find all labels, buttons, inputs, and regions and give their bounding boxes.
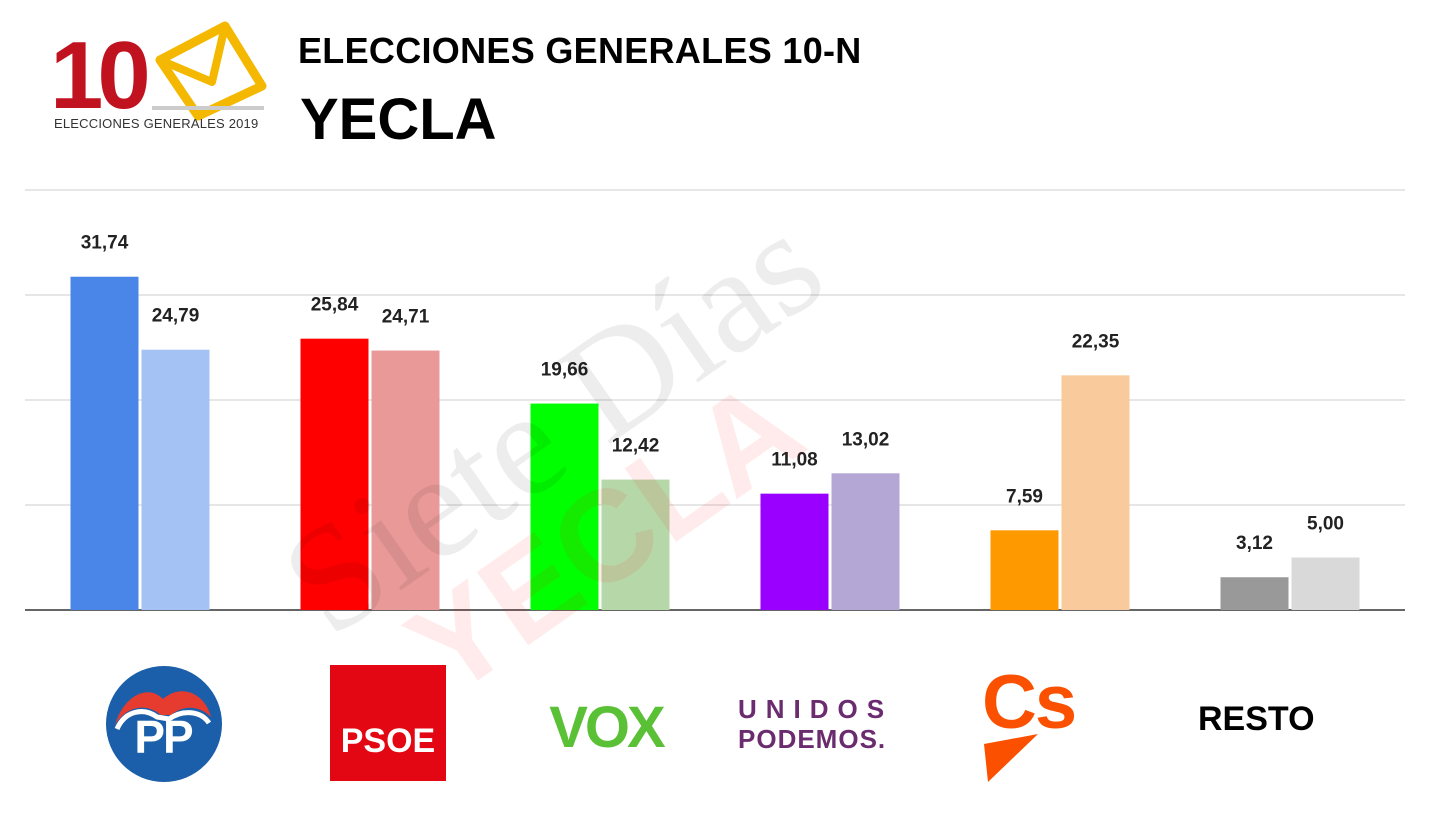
bar [990,530,1059,610]
bar [1061,375,1130,610]
psoe-logo-text: PSOE [341,722,435,760]
pp-logo-text: PP [134,711,193,763]
bar-value-label: 11,08 [771,450,818,471]
cs-logo: Cs [982,662,1077,782]
bar-value-label: 22,35 [1072,331,1120,352]
elections-logo: 10 [50,21,267,129]
logo-caption: ELECCIONES GENERALES 2019 [54,116,259,131]
bar-value-label: 12,42 [612,436,660,457]
bar-value-label: 24,79 [152,306,200,327]
bar [760,493,829,610]
bar [831,473,900,610]
bar [300,338,369,610]
cs-arrow-icon [984,734,1038,782]
bar [371,350,440,610]
envelope-icon [155,21,267,121]
pp-seagull-icon [115,691,211,725]
bar-value-label: 5,00 [1307,514,1344,535]
bar-value-label: 7,59 [1006,486,1043,507]
bar [530,403,599,610]
psoe-logo: PSOE [330,665,446,781]
logo-number: 10 [50,22,147,129]
bar-value-label: 24,71 [382,307,430,328]
bar-value-label: 3,12 [1236,533,1273,554]
bar [1291,557,1360,610]
bar-value-label: 19,66 [541,360,589,381]
resto-logo-text: RESTO [1198,700,1315,738]
chart-place-title: YECLA [300,87,497,152]
unidos-podemos-logo: UNIDOS PODEMOS. [738,694,893,754]
bar [601,479,670,610]
bar [70,276,139,610]
bar [141,349,210,610]
logo-underline [152,106,264,110]
up-logo-line2: PODEMOS. [738,724,886,754]
bar [1220,577,1289,610]
vox-logo-text: VOX [549,695,666,756]
bar-value-label: 25,84 [311,295,359,316]
cs-logo-text: Cs [982,662,1075,745]
bar-value-label: 13,02 [842,429,890,450]
vox-logo: VOX [549,695,668,756]
chart-headline: ELECCIONES GENERALES 10-N [298,30,862,71]
up-logo-line1: UNIDOS [738,694,893,724]
pp-logo: PP [106,666,222,782]
bar-value-label: 31,74 [81,233,129,254]
